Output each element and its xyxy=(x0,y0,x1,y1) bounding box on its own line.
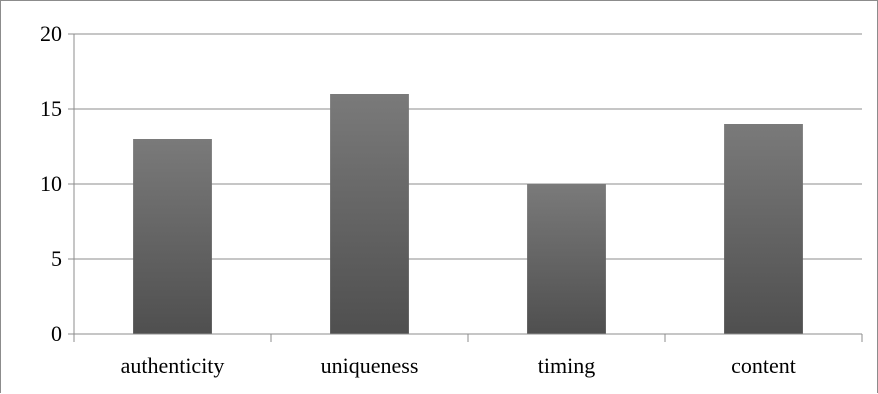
y-tick-label: 15 xyxy=(40,96,62,121)
bars xyxy=(133,94,803,334)
x-tick-label: uniqueness xyxy=(321,353,419,378)
bar-authenticity xyxy=(133,139,212,334)
bar-timing xyxy=(527,184,606,334)
x-tick-label: authenticity xyxy=(121,353,225,378)
bar-content xyxy=(724,124,803,334)
x-tick-label: timing xyxy=(538,353,595,378)
axes xyxy=(68,33,863,342)
bar-uniqueness xyxy=(330,94,409,334)
y-tick-label: 5 xyxy=(51,246,62,271)
labels: 0 5 10 15 20 authenticity uniqueness timing cont… xyxy=(40,21,796,378)
x-tick-label: content xyxy=(731,353,796,378)
y-tick-label: 0 xyxy=(51,321,62,346)
y-tick-label: 10 xyxy=(40,171,62,196)
y-tick-label: 20 xyxy=(40,21,62,46)
